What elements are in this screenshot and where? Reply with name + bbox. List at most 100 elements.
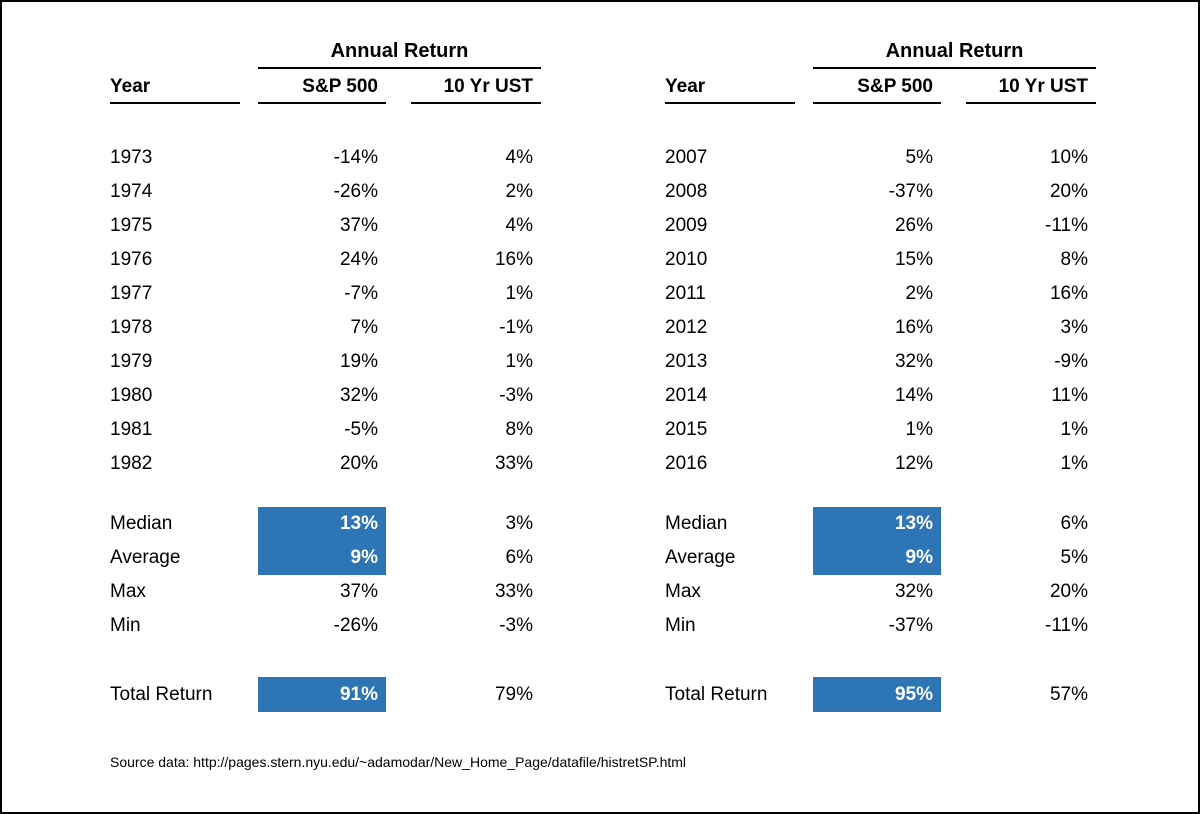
sp500-cell: -37% bbox=[888, 615, 933, 636]
ust-cell: 4% bbox=[505, 215, 533, 236]
returns-table-1973-1982: Annual Return Year S&P 500 10 Yr UST 197… bbox=[110, 40, 541, 712]
table-row: 2007 5% 10% bbox=[665, 141, 1096, 175]
ust-cell: 57% bbox=[1049, 684, 1088, 705]
table-row: 2011 2% 16% bbox=[665, 277, 1096, 311]
data-rows: 1973 -14% 4% 1974 -26% 2% 1975 37% 4% 19… bbox=[110, 141, 541, 481]
sp500-cell-highlighted: 9% bbox=[258, 541, 386, 575]
sp500-cell-highlighted: 13% bbox=[258, 507, 386, 541]
table-row: 2016 12% 1% bbox=[665, 447, 1096, 481]
table-row: 1978 7% -1% bbox=[110, 311, 541, 345]
ust-cell: 3% bbox=[1060, 317, 1088, 338]
annual-return-header: Annual Return bbox=[813, 40, 1096, 69]
ust-cell: -11% bbox=[1045, 215, 1088, 236]
sp500-cell: 37% bbox=[339, 215, 378, 236]
summary-row-max: Max 32% 20% bbox=[665, 575, 1096, 609]
year-cell: 2012 bbox=[665, 317, 708, 338]
summary-label: Total Return bbox=[665, 684, 768, 705]
sp500-cell-highlighted: 91% bbox=[258, 677, 386, 712]
sp500-cell: 2% bbox=[905, 283, 933, 304]
year-cell: 2008 bbox=[665, 181, 708, 202]
summary-label: Average bbox=[110, 547, 181, 568]
table-row: 2010 15% 8% bbox=[665, 243, 1096, 277]
ust-cell: 20% bbox=[1049, 181, 1088, 202]
year-cell: 1978 bbox=[110, 317, 153, 338]
sp500-cell: 32% bbox=[894, 351, 933, 372]
table-row: 1982 20% 33% bbox=[110, 447, 541, 481]
year-cell: 2011 bbox=[665, 283, 706, 304]
year-cell: 1979 bbox=[110, 351, 153, 372]
returns-table-2007-2016: Annual Return Year S&P 500 10 Yr UST 200… bbox=[665, 40, 1096, 712]
sp500-cell: -7% bbox=[344, 283, 378, 304]
table-row: 2015 1% 1% bbox=[665, 413, 1096, 447]
sp500-cell-highlighted: 13% bbox=[813, 507, 941, 541]
year-column-header: Year bbox=[665, 69, 795, 104]
ust-cell: 16% bbox=[494, 249, 533, 270]
summary-section: Median 13% 6% Average 9% 5% Max 32% 20% … bbox=[665, 507, 1096, 643]
year-cell: 1974 bbox=[110, 181, 153, 202]
year-cell: 1980 bbox=[110, 385, 153, 406]
ust-cell: 1% bbox=[505, 351, 533, 372]
ust-cell: -3% bbox=[499, 385, 533, 406]
ust-cell: 33% bbox=[494, 581, 533, 602]
year-cell: 2010 bbox=[665, 249, 708, 270]
ust-column-header: 10 Yr UST bbox=[966, 69, 1096, 104]
group-header-row: Annual Return bbox=[665, 40, 1096, 69]
column-header-row: Year S&P 500 10 Yr UST bbox=[110, 69, 541, 104]
sp500-cell: 32% bbox=[894, 581, 933, 602]
ust-cell: -9% bbox=[1054, 351, 1088, 372]
sp500-column-header: S&P 500 bbox=[813, 69, 941, 104]
sp500-cell: 24% bbox=[339, 249, 378, 270]
summary-row-max: Max 37% 33% bbox=[110, 575, 541, 609]
sp500-cell: -37% bbox=[888, 181, 933, 202]
ust-cell: 16% bbox=[1049, 283, 1088, 304]
year-cell: 1976 bbox=[110, 249, 153, 270]
ust-cell: -1% bbox=[499, 317, 533, 338]
sp500-cell: -5% bbox=[344, 419, 378, 440]
summary-row-total-return: Total Return 91% 79% bbox=[110, 677, 541, 712]
summary-row-min: Min -26% -3% bbox=[110, 609, 541, 643]
ust-cell: 33% bbox=[494, 453, 533, 474]
sp500-cell: 1% bbox=[905, 419, 933, 440]
data-rows: 2007 5% 10% 2008 -37% 20% 2009 26% -11% … bbox=[665, 141, 1096, 481]
ust-cell: 6% bbox=[505, 547, 533, 568]
ust-cell: 6% bbox=[1060, 513, 1088, 534]
sp500-column-header: S&P 500 bbox=[258, 69, 386, 104]
table-row: 1976 24% 16% bbox=[110, 243, 541, 277]
ust-cell: 3% bbox=[505, 513, 533, 534]
sp500-cell: 14% bbox=[894, 385, 933, 406]
summary-label: Median bbox=[665, 513, 728, 534]
summary-row-median: Median 13% 6% bbox=[665, 507, 1096, 541]
sp500-cell: 15% bbox=[894, 249, 933, 270]
sp500-cell: 7% bbox=[350, 317, 378, 338]
year-cell: 1982 bbox=[110, 453, 153, 474]
summary-label: Max bbox=[110, 581, 146, 602]
table-row: 1979 19% 1% bbox=[110, 345, 541, 379]
summary-label: Total Return bbox=[110, 684, 213, 705]
table-row: 2009 26% -11% bbox=[665, 209, 1096, 243]
table-row: 2008 -37% 20% bbox=[665, 175, 1096, 209]
ust-cell: 10% bbox=[1049, 147, 1088, 168]
sp500-cell: 12% bbox=[894, 453, 933, 474]
summary-label: Min bbox=[665, 615, 696, 636]
sp500-cell: 16% bbox=[894, 317, 933, 338]
table-row: 1975 37% 4% bbox=[110, 209, 541, 243]
summary-label: Median bbox=[110, 513, 173, 534]
year-cell: 2015 bbox=[665, 419, 708, 440]
summary-row-average: Average 9% 5% bbox=[665, 541, 1096, 575]
sp500-cell: -14% bbox=[333, 147, 378, 168]
sp500-cell: 37% bbox=[339, 581, 378, 602]
year-cell: 2007 bbox=[665, 147, 708, 168]
ust-column-header: 10 Yr UST bbox=[411, 69, 541, 104]
table-row: 2012 16% 3% bbox=[665, 311, 1096, 345]
sp500-cell: -26% bbox=[333, 181, 378, 202]
year-cell: 1977 bbox=[110, 283, 153, 304]
ust-cell: 1% bbox=[1060, 453, 1088, 474]
summary-label: Max bbox=[665, 581, 701, 602]
table-row: 1981 -5% 8% bbox=[110, 413, 541, 447]
sp500-cell: 19% bbox=[339, 351, 378, 372]
ust-cell: -11% bbox=[1045, 615, 1088, 636]
column-header-row: Year S&P 500 10 Yr UST bbox=[665, 69, 1096, 104]
sp500-cell-highlighted: 9% bbox=[813, 541, 941, 575]
sp500-cell: 20% bbox=[339, 453, 378, 474]
summary-section: Median 13% 3% Average 9% 6% Max 37% 33% … bbox=[110, 507, 541, 643]
